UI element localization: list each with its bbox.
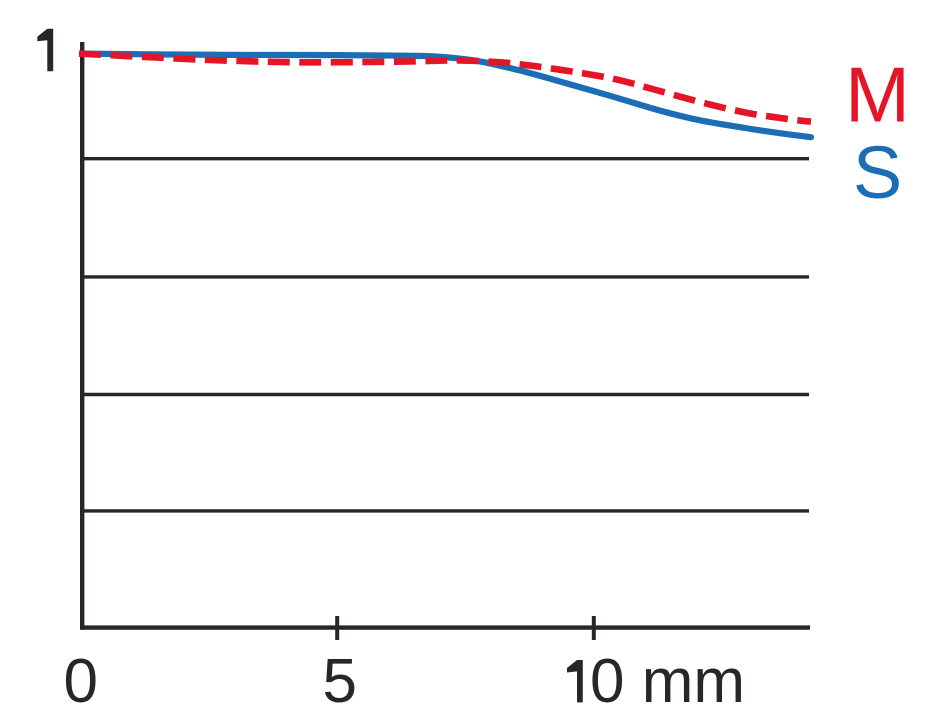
svg-text:5: 5	[322, 647, 356, 716]
svg-text:S: S	[853, 131, 902, 214]
svg-text:0 mm: 0 mm	[590, 647, 745, 716]
svg-text:M: M	[845, 50, 910, 138]
svg-text:0: 0	[63, 647, 97, 716]
